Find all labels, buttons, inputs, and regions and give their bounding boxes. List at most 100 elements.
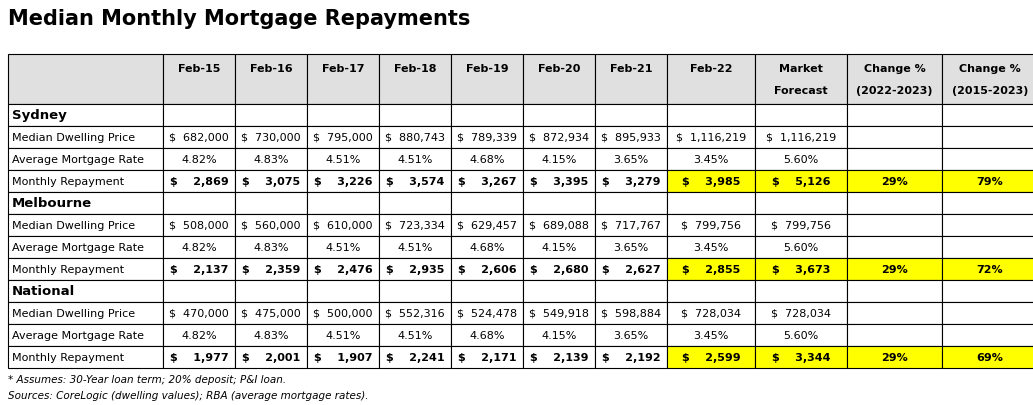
Bar: [234, 324, 307, 346]
Bar: [942, 237, 1033, 258]
Bar: [523, 105, 595, 127]
Text: (2022-2023): (2022-2023): [856, 86, 933, 96]
Text: Median Dwelling Price: Median Dwelling Price: [12, 133, 135, 143]
Bar: [451, 324, 523, 346]
Bar: [8, 258, 163, 280]
Text: $  895,933: $ 895,933: [601, 133, 661, 143]
Bar: [942, 127, 1033, 149]
Bar: [379, 192, 451, 215]
Bar: [307, 105, 379, 127]
Bar: [234, 171, 307, 192]
Bar: [847, 149, 942, 171]
Bar: [595, 127, 667, 149]
Bar: [847, 127, 942, 149]
Bar: [847, 280, 942, 302]
Bar: [451, 127, 523, 149]
Bar: [755, 215, 847, 237]
Text: $  598,884: $ 598,884: [601, 308, 661, 318]
Text: $  524,478: $ 524,478: [457, 308, 518, 318]
Bar: [307, 149, 379, 171]
Bar: [847, 192, 942, 215]
Bar: [163, 237, 234, 258]
Text: 3.45%: 3.45%: [693, 243, 728, 252]
Bar: [523, 55, 595, 105]
Bar: [451, 55, 523, 105]
Text: $    2,855: $ 2,855: [682, 264, 740, 274]
Bar: [379, 55, 451, 105]
Bar: [451, 105, 523, 127]
Bar: [307, 302, 379, 324]
Bar: [8, 237, 163, 258]
Bar: [379, 280, 451, 302]
Bar: [451, 346, 523, 368]
Bar: [755, 258, 847, 280]
Bar: [451, 302, 523, 324]
Bar: [942, 346, 1033, 368]
Bar: [163, 105, 234, 127]
Bar: [595, 280, 667, 302]
Bar: [595, 105, 667, 127]
Bar: [163, 324, 234, 346]
Text: 4.82%: 4.82%: [181, 243, 217, 252]
Text: 4.51%: 4.51%: [325, 330, 361, 340]
Bar: [451, 237, 523, 258]
Text: $    3,574: $ 3,574: [385, 177, 444, 187]
Bar: [234, 346, 307, 368]
Bar: [379, 215, 451, 237]
Bar: [667, 149, 755, 171]
Text: 3.65%: 3.65%: [614, 243, 649, 252]
Text: $  880,743: $ 880,743: [385, 133, 445, 143]
Text: 29%: 29%: [881, 352, 908, 362]
Text: Forecast: Forecast: [774, 86, 827, 96]
Bar: [8, 55, 163, 105]
Text: Average Mortgage Rate: Average Mortgage Rate: [12, 243, 144, 252]
Bar: [523, 302, 595, 324]
Text: $  500,000: $ 500,000: [313, 308, 373, 318]
Text: $    3,395: $ 3,395: [530, 177, 588, 187]
Bar: [451, 215, 523, 237]
Text: $    2,192: $ 2,192: [601, 352, 660, 362]
Text: Median Dwelling Price: Median Dwelling Price: [12, 220, 135, 230]
Text: Feb-16: Feb-16: [250, 64, 292, 74]
Bar: [8, 149, 163, 171]
Text: Feb-20: Feb-20: [538, 64, 581, 74]
Text: 4.51%: 4.51%: [398, 330, 433, 340]
Bar: [379, 346, 451, 368]
Text: Sydney: Sydney: [12, 109, 67, 122]
Bar: [942, 215, 1033, 237]
Text: $  728,034: $ 728,034: [681, 308, 741, 318]
Text: (2015-2023): (2015-2023): [951, 86, 1028, 96]
Text: Feb-19: Feb-19: [466, 64, 508, 74]
Bar: [755, 192, 847, 215]
Bar: [379, 105, 451, 127]
Text: $    2,241: $ 2,241: [385, 352, 444, 362]
Bar: [755, 346, 847, 368]
Bar: [847, 324, 942, 346]
Text: $    2,680: $ 2,680: [530, 264, 588, 274]
Text: 4.83%: 4.83%: [253, 330, 289, 340]
Bar: [234, 280, 307, 302]
Bar: [163, 346, 234, 368]
Bar: [379, 127, 451, 149]
Bar: [667, 302, 755, 324]
Text: Market: Market: [779, 64, 823, 74]
Bar: [523, 149, 595, 171]
Bar: [163, 258, 234, 280]
Text: 4.15%: 4.15%: [541, 243, 576, 252]
Bar: [234, 302, 307, 324]
Bar: [847, 171, 942, 192]
Bar: [163, 280, 234, 302]
Bar: [595, 215, 667, 237]
Bar: [451, 171, 523, 192]
Text: $  549,918: $ 549,918: [529, 308, 589, 318]
Text: 3.45%: 3.45%: [693, 155, 728, 164]
Text: Change %: Change %: [959, 64, 1021, 74]
Bar: [307, 346, 379, 368]
Bar: [163, 55, 234, 105]
Text: Sources: CoreLogic (dwelling values); RBA (average mortgage rates).: Sources: CoreLogic (dwelling values); RB…: [8, 390, 369, 400]
Text: $  730,000: $ 730,000: [241, 133, 301, 143]
Bar: [667, 215, 755, 237]
Bar: [163, 171, 234, 192]
Bar: [163, 302, 234, 324]
Text: $    3,985: $ 3,985: [682, 177, 741, 187]
